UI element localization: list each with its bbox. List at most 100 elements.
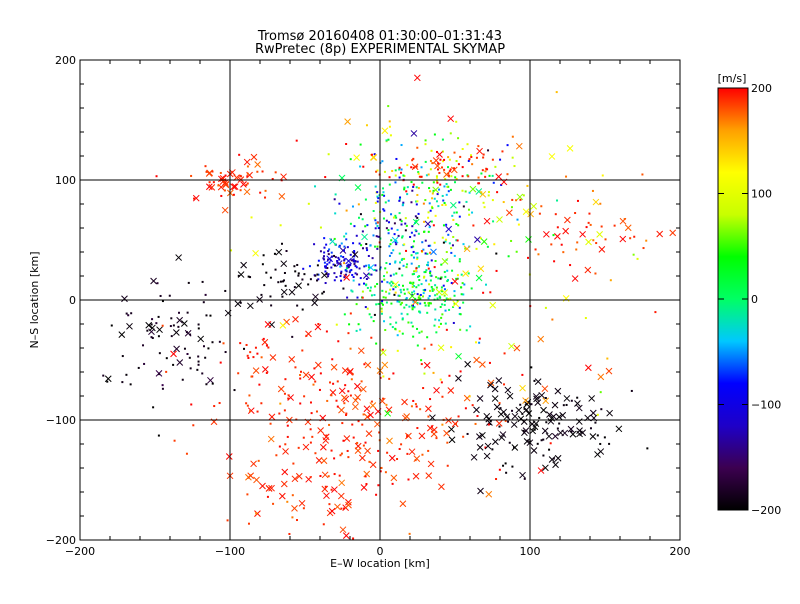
scatter-dot <box>475 247 478 250</box>
scatter-dot <box>347 266 350 269</box>
scatter-dot <box>319 475 322 478</box>
scatter-dot <box>373 217 376 220</box>
scatter-dot <box>435 175 438 178</box>
scatter-dot <box>430 286 433 289</box>
scatter-dot <box>217 184 220 187</box>
scatter-dot <box>403 243 406 246</box>
scatter-dot <box>345 413 348 416</box>
scatter-dot <box>433 197 436 200</box>
scatter-dot <box>385 262 388 265</box>
scatter-dot <box>427 303 430 306</box>
scatter-dot <box>474 422 477 425</box>
scatter-dot <box>346 449 349 452</box>
scatter-cross <box>247 407 255 415</box>
scatter-dot <box>444 178 447 181</box>
scatter-dot <box>416 301 419 304</box>
scatter-dot <box>434 318 437 321</box>
scatter-dot <box>381 303 384 306</box>
scatter-dot <box>479 237 482 240</box>
scatter-dot <box>291 516 294 519</box>
scatter-dot <box>237 274 240 277</box>
scatter-cross <box>589 433 597 440</box>
scatter-dot <box>309 428 312 431</box>
scatter-dot <box>327 275 330 278</box>
scatter-cross <box>172 329 180 336</box>
scatter-dot <box>433 324 436 327</box>
y-tick-label: 0 <box>69 294 76 307</box>
scatter-dot <box>415 267 418 270</box>
scatter-cross <box>554 387 562 395</box>
scatter-dot <box>400 144 403 147</box>
scatter-dot <box>410 262 413 265</box>
scatter-dot <box>492 181 495 184</box>
scatter-dot <box>416 344 419 347</box>
scatter-dot <box>446 298 449 301</box>
scatter-dot <box>427 216 430 219</box>
scatter-dot <box>438 319 441 322</box>
scatter-dot <box>416 258 419 261</box>
scatter-dot <box>434 284 437 287</box>
scatter-dot <box>365 284 368 287</box>
scatter-cross <box>548 153 556 160</box>
scatter-cross <box>261 338 269 346</box>
scatter-dot <box>366 249 369 252</box>
scatter-dot <box>375 170 378 173</box>
scatter-dot <box>309 476 312 479</box>
scatter-cross <box>192 194 200 202</box>
scatter-dot <box>264 189 267 192</box>
scatter-dot <box>353 251 356 254</box>
scatter-dot <box>562 404 565 407</box>
scatter-dot <box>336 261 339 264</box>
scatter-dot <box>351 290 354 293</box>
scatter-dot <box>269 276 272 279</box>
scatter-cross <box>477 265 485 273</box>
scatter-dot <box>461 189 464 192</box>
scatter-cross <box>532 393 540 400</box>
scatter-dot <box>150 323 153 326</box>
scatter-cross <box>551 401 559 409</box>
scatter-cross <box>338 387 346 395</box>
scatter-dot <box>417 187 420 190</box>
scatter-dot <box>375 493 378 496</box>
scatter-cross <box>322 437 330 444</box>
scatter-cross <box>381 127 389 135</box>
scatter-dot <box>205 314 208 317</box>
scatter-dot <box>513 446 516 449</box>
scatter-cross <box>253 476 260 484</box>
scatter-dot <box>327 273 330 276</box>
scatter-dot <box>423 220 426 223</box>
scatter-dot <box>374 245 377 248</box>
scatter-dot <box>309 401 312 404</box>
scatter-dot <box>316 264 319 267</box>
scatter-dot <box>137 366 140 369</box>
scatter-dot <box>370 273 373 276</box>
scatter-dot <box>416 275 419 278</box>
scatter-dot <box>325 273 328 276</box>
scatter-dot <box>538 416 541 419</box>
scatter-dot <box>555 91 558 94</box>
scatter-dot <box>193 197 196 200</box>
scatter-dot <box>358 267 361 270</box>
scatter-dot <box>401 301 404 304</box>
scatter-dot <box>416 256 419 259</box>
scatter-dot <box>410 231 413 234</box>
scatter-cross <box>288 356 296 363</box>
scatter-dot <box>508 441 511 444</box>
scatter-dot <box>325 434 328 437</box>
scatter-dot <box>432 371 435 374</box>
scatter-dot <box>294 366 297 369</box>
scatter-dot <box>471 211 474 214</box>
scatter-dot <box>383 278 386 281</box>
scatter-dot <box>197 355 200 358</box>
scatter-dot <box>420 363 423 366</box>
scatter-dot <box>399 218 402 221</box>
scatter-dot <box>355 266 358 269</box>
scatter-dot <box>330 488 333 491</box>
scatter-dot <box>522 194 525 197</box>
scatter-dot <box>322 255 325 258</box>
scatter-dot <box>323 261 326 264</box>
scatter-dot <box>394 261 397 264</box>
scatter-dot <box>415 219 418 222</box>
scatter-dot <box>552 234 555 237</box>
scatter-dot <box>450 247 453 250</box>
